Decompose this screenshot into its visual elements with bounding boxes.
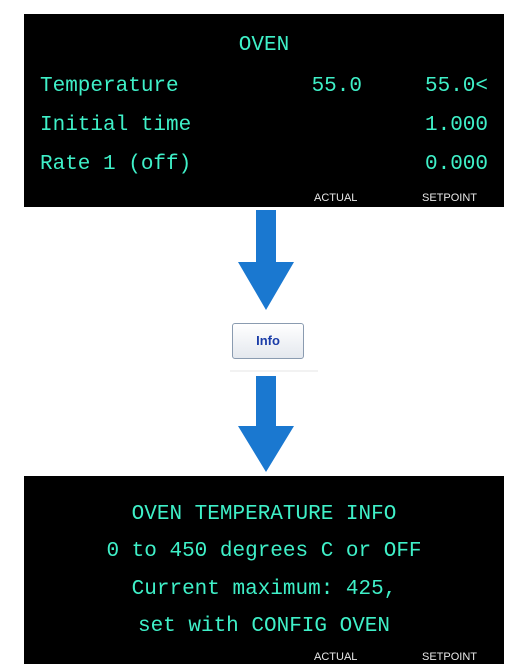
setpoint-value: 1.000 bbox=[424, 114, 488, 137]
actual-value: 55.0 bbox=[311, 75, 362, 98]
setpoint-value: 0.000 bbox=[424, 153, 488, 176]
footer-label: SETPOINT bbox=[422, 192, 478, 204]
row-label: Temperature bbox=[40, 75, 179, 98]
footer-label: ACTUAL bbox=[314, 192, 358, 204]
row-label: Rate 1 (off) bbox=[40, 153, 192, 176]
arrow-down bbox=[238, 210, 294, 310]
info-button[interactable]: Info bbox=[232, 323, 304, 359]
setpoint-value: 55.0< bbox=[424, 75, 488, 98]
oven-display: OVEN Temperature 55.0 55.0< Initial time… bbox=[24, 14, 504, 207]
info-line: Current maximum: 425, bbox=[131, 578, 397, 601]
info-line: set with CONFIG OVEN bbox=[137, 615, 391, 638]
row-label: Initial time bbox=[40, 114, 192, 137]
info-line: 0 to 450 degrees C or OFF bbox=[106, 540, 422, 563]
display-title: OVEN bbox=[238, 34, 290, 57]
info-display: OVEN TEMPERATURE INFO 0 to 450 degrees C… bbox=[24, 476, 504, 664]
footer-label: ACTUAL bbox=[314, 651, 358, 663]
info-line: OVEN TEMPERATURE INFO bbox=[131, 503, 397, 526]
footer-label: SETPOINT bbox=[422, 651, 478, 663]
arrow-down bbox=[238, 376, 294, 472]
